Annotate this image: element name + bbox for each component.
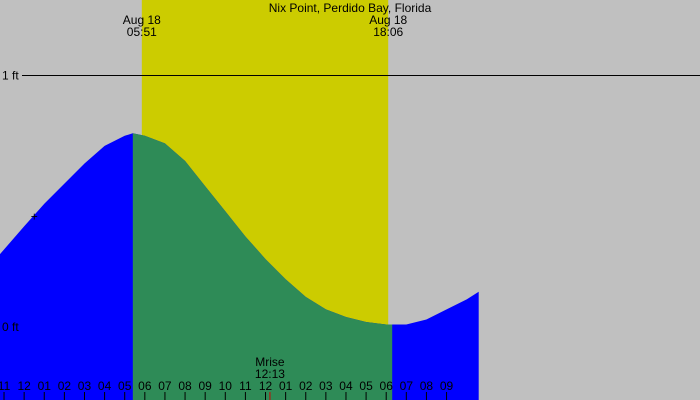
y-tick-label: 1 ft bbox=[2, 68, 19, 82]
x-tick-label: 07 bbox=[158, 379, 172, 393]
chart-title: Nix Point, Perdido Bay, Florida bbox=[269, 1, 432, 15]
sunrise-date-label: Aug 18 bbox=[123, 13, 161, 27]
x-tick-label: 05 bbox=[118, 379, 132, 393]
x-tick-label: 05 bbox=[359, 379, 373, 393]
x-tick-label: 04 bbox=[98, 379, 112, 393]
sunset-date-label: Aug 18 bbox=[369, 13, 407, 27]
y-tick-label: 0 ft bbox=[2, 320, 19, 334]
sunset-time-label: 18:06 bbox=[373, 25, 403, 39]
x-tick-label: 01 bbox=[38, 379, 52, 393]
sunrise-time-label: 05:51 bbox=[127, 25, 157, 39]
x-tick-label: 06 bbox=[380, 379, 394, 393]
x-tick-label: 01 bbox=[279, 379, 293, 393]
x-tick-label: 07 bbox=[400, 379, 414, 393]
x-tick-label: 08 bbox=[420, 379, 434, 393]
moonrise-label: Mrise bbox=[255, 355, 285, 369]
x-tick-label: 11 bbox=[239, 379, 252, 393]
x-tick-label: 12 bbox=[17, 379, 31, 393]
x-tick-label: 04 bbox=[339, 379, 353, 393]
x-tick-label: 06 bbox=[138, 379, 152, 393]
tide-area-day bbox=[132, 133, 393, 400]
x-tick-label: 12 bbox=[259, 379, 273, 393]
tide-marker: + bbox=[31, 209, 38, 223]
x-tick-label: 02 bbox=[58, 379, 72, 393]
x-tick-label: 03 bbox=[319, 379, 333, 393]
x-tick-label: 09 bbox=[198, 379, 212, 393]
moonrise-time-label: 12:13 bbox=[255, 367, 285, 381]
x-tick-label: 10 bbox=[219, 379, 233, 393]
x-tick-label: 02 bbox=[299, 379, 313, 393]
x-tick-label: 08 bbox=[178, 379, 192, 393]
x-axis: 11 12 01 02 03 04 05 06 07 08 09 10 11 12 01 02 03 04 05 06… bbox=[0, 379, 454, 400]
x-tick-label: 09 bbox=[440, 379, 454, 393]
x-tick-label: 11 bbox=[0, 379, 11, 393]
x-tick-label: 03 bbox=[78, 379, 92, 393]
y-axis: 1 ft 0 ft bbox=[2, 68, 700, 334]
